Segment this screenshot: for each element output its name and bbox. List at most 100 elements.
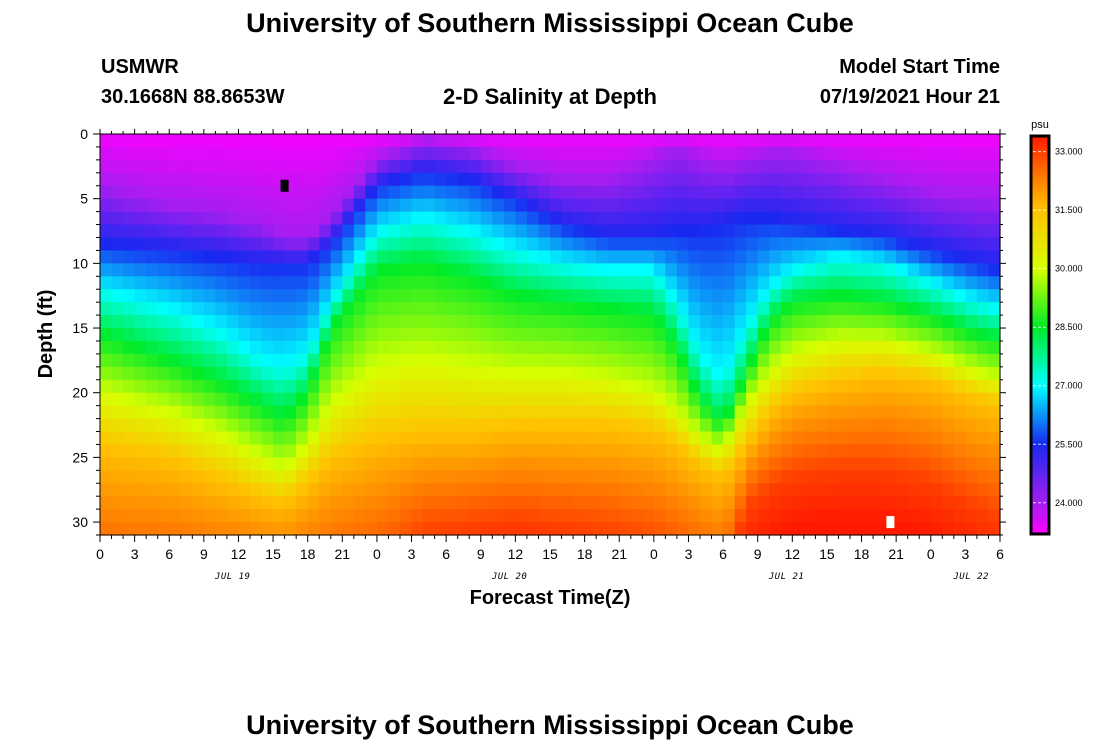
heatmap-cell [907, 198, 920, 213]
heatmap-cell [100, 353, 113, 368]
heatmap-cell [376, 224, 390, 239]
heatmap-cell [446, 431, 459, 446]
heatmap-cell [157, 146, 170, 161]
heatmap-cell [434, 509, 447, 523]
colorbar-swatch [1031, 464, 1049, 469]
colorbar-frame [1029, 134, 1051, 536]
heatmap-cell [330, 224, 343, 239]
heatmap-cell [676, 276, 690, 290]
heatmap-cell [988, 172, 1001, 187]
heatmap-cell [376, 522, 390, 536]
heatmap-cell [284, 418, 297, 433]
heatmap-cell [192, 198, 205, 213]
heatmap-cell [688, 134, 701, 148]
heatmap-cell [988, 379, 1001, 394]
heatmap-cell [526, 366, 540, 381]
heatmap-cell [850, 211, 863, 226]
heatmap-cell [365, 405, 378, 420]
heatmap-cell [411, 224, 424, 239]
colorbar-swatch [1031, 268, 1049, 273]
heatmap-cell [861, 276, 874, 290]
heatmap-cell [930, 379, 943, 394]
heatmap-cell [446, 134, 459, 148]
colorbar-swatch [1031, 457, 1049, 462]
heatmap-cell [596, 483, 609, 497]
heatmap-cell [665, 522, 678, 536]
heatmap-cell [676, 198, 690, 213]
heatmap-cell [769, 276, 782, 290]
heatmap-cell [907, 237, 920, 252]
heatmap-cell [238, 172, 251, 187]
heatmap-cell [653, 211, 666, 226]
heatmap-cell [111, 328, 124, 342]
heatmap-cell [907, 522, 920, 536]
heatmap-cell [250, 496, 263, 510]
heatmap-cell [803, 496, 816, 510]
heatmap-cell [284, 483, 297, 497]
heatmap-cell [169, 509, 182, 523]
heatmap-cell [769, 198, 782, 213]
heatmap-cell [688, 185, 701, 200]
heatmap-cell [192, 522, 205, 536]
heatmap-cell [815, 302, 828, 316]
heatmap-cell [792, 340, 805, 355]
heatmap-cell [838, 146, 851, 161]
colorbar-swatch [1031, 182, 1049, 187]
heatmap-cell [630, 302, 643, 316]
heatmap-cell [261, 366, 274, 381]
heatmap-cell [907, 405, 920, 420]
heatmap-cell [861, 134, 874, 148]
heatmap-cell [515, 522, 528, 536]
heatmap-cell [734, 353, 747, 368]
heatmap-cell [619, 470, 632, 484]
heatmap-cell [100, 366, 113, 381]
heatmap-cell [157, 172, 170, 187]
heatmap-cell [850, 263, 863, 277]
heatmap-cell [642, 315, 655, 329]
heatmap-cell [538, 522, 551, 536]
colorbar-tick-label: 33.000 [1055, 147, 1083, 157]
heatmap-cell [411, 483, 424, 497]
heatmap-cell [123, 134, 136, 148]
heatmap-cell [503, 250, 516, 264]
heatmap-cell [100, 276, 113, 290]
heatmap-cell [873, 237, 886, 252]
heatmap-cell [550, 263, 563, 277]
heatmap-cell [734, 198, 747, 213]
y-tick-label: 30 [72, 514, 88, 530]
heatmap-cell [180, 302, 193, 316]
heatmap-cell [976, 134, 990, 148]
heatmap-cell [411, 353, 424, 368]
heatmap-cell [261, 509, 274, 523]
heatmap-cell [203, 237, 216, 252]
heatmap-cell [538, 366, 551, 381]
heatmap-cell [769, 172, 782, 187]
heatmap-cell [192, 172, 205, 187]
heatmap-cell [284, 522, 297, 536]
x-tick-label: 12 [231, 546, 247, 562]
heatmap-cell [123, 379, 136, 394]
heatmap-cell [342, 146, 355, 161]
heatmap-cell [676, 172, 690, 187]
heatmap-cell [503, 483, 516, 497]
heatmap-cell [711, 250, 724, 264]
heatmap-cell [630, 483, 643, 497]
heatmap-cell [826, 353, 840, 368]
heatmap-cell [665, 237, 678, 252]
heatmap-cell [100, 237, 113, 252]
heatmap-cell [896, 159, 909, 174]
heatmap-cell [734, 211, 747, 226]
heatmap-cell [988, 211, 1001, 226]
heatmap-cell [630, 340, 643, 355]
heatmap-cell [169, 353, 182, 368]
heatmap-cell [734, 315, 747, 329]
heatmap-cell [919, 470, 932, 484]
heatmap-cell [203, 405, 216, 420]
heatmap-cell [400, 366, 413, 381]
heatmap-cell [146, 250, 159, 264]
heatmap-cell [215, 250, 228, 264]
colorbar-swatch [1031, 228, 1049, 233]
heatmap-cell [296, 224, 309, 239]
heatmap-cell [596, 366, 609, 381]
heatmap-cell [296, 509, 309, 523]
